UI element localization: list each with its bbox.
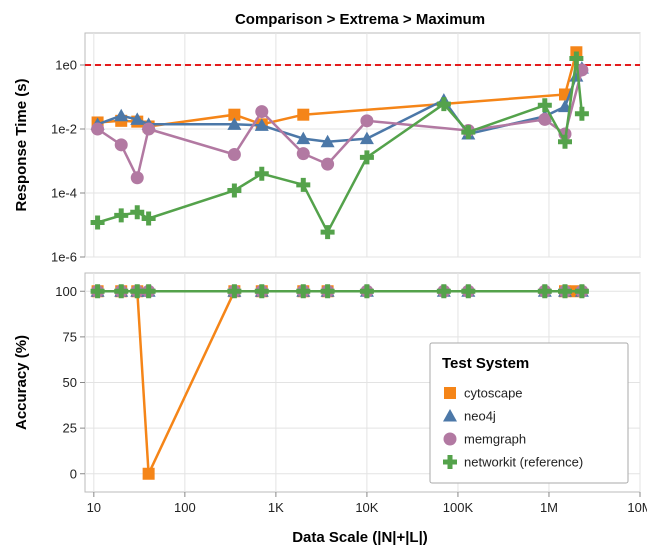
data-point [297, 108, 310, 121]
data-point [296, 147, 310, 161]
legend-label: memgraph [464, 432, 526, 447]
data-point [130, 284, 145, 299]
x-axis-title: Data Scale (|N|+|L|) [292, 529, 428, 546]
data-point [90, 284, 105, 299]
chart-title: Comparison > Extrema > Maximum [235, 11, 485, 28]
x-tick-label: 10M [627, 500, 647, 515]
data-point [320, 284, 335, 299]
legend-box [429, 342, 629, 484]
data-point [359, 284, 374, 299]
data-point [321, 157, 335, 171]
data-point [91, 122, 105, 136]
data-point [574, 106, 589, 121]
legend: Test System cytoscape neo4j memgraph network… [429, 342, 629, 484]
data-point [296, 177, 311, 192]
x-tick-label: 10K [355, 500, 378, 515]
data-point [461, 125, 476, 140]
data-point [296, 284, 311, 299]
y-tick-label: 75 [63, 329, 77, 344]
data-point [574, 284, 589, 299]
data-point [142, 467, 155, 480]
y-axis-title: Accuracy (%) [13, 335, 30, 430]
legend-marker [444, 387, 456, 399]
legend-marker [443, 409, 457, 422]
data-point [360, 114, 374, 128]
data-point [227, 147, 241, 161]
series-line [97, 67, 583, 143]
legend-label: neo4j [464, 409, 496, 424]
data-point [227, 284, 242, 299]
data-point [537, 284, 552, 299]
data-point [359, 150, 374, 165]
data-point [255, 105, 269, 119]
data-point [114, 108, 129, 122]
series-line [97, 51, 578, 128]
panel-accuracy: 10 100 1K 10K 100K 1M 10M 0 25 50 75 100 Accuracy (%… [13, 272, 647, 515]
data-point [296, 131, 311, 145]
data-point [359, 131, 374, 145]
data-point [130, 112, 145, 125]
legend-marker [443, 432, 457, 446]
panel-response: 1e-6 1e-4 1e-2 1e0 Response Time (s) [13, 32, 641, 265]
data-point [114, 208, 129, 223]
y-axis-title: Response Time (s) [13, 78, 30, 211]
series-line [97, 58, 584, 235]
data-point [254, 118, 269, 131]
series-networkit-reference- [90, 284, 589, 299]
data-point [557, 134, 572, 149]
data-point [436, 97, 451, 112]
x-tick-label: 1M [540, 500, 558, 515]
data-point [436, 284, 451, 299]
legend-title: Test System [442, 355, 529, 372]
data-point [114, 284, 129, 299]
data-point [227, 117, 242, 130]
data-point [114, 138, 128, 152]
x-tick-label: 10 [87, 500, 101, 515]
data-point [461, 284, 476, 299]
y-tick-label: 0 [70, 466, 77, 481]
data-point [130, 205, 145, 220]
y-tick-label: 1e0 [55, 58, 77, 73]
data-point [537, 98, 552, 113]
legend-marker [443, 455, 457, 469]
legend-label: cytoscape [464, 386, 523, 401]
y-tick-label: 1e-6 [51, 250, 77, 265]
data-point [569, 51, 584, 66]
data-point [228, 108, 241, 121]
data-point [90, 215, 105, 230]
y-tick-label: 100 [55, 284, 77, 299]
data-point [227, 183, 242, 198]
data-point [142, 122, 156, 136]
data-point [254, 284, 269, 299]
data-point [538, 112, 552, 126]
data-point [320, 134, 335, 148]
y-tick-label: 1e-4 [51, 186, 77, 201]
data-point [557, 284, 572, 299]
data-point [320, 225, 335, 240]
y-tick-label: 25 [63, 421, 77, 436]
data-point [141, 284, 156, 299]
y-tick-label: 50 [63, 375, 77, 390]
x-tick-label: 1K [268, 500, 284, 515]
y-tick-label: 1e-2 [51, 122, 77, 137]
data-point [130, 171, 144, 185]
legend-label: networkit (reference) [464, 455, 583, 470]
x-tick-label: 100K [443, 500, 474, 515]
x-tick-label: 100 [174, 500, 196, 515]
data-point [141, 211, 156, 226]
series-networkit-reference- [90, 51, 589, 240]
panel-frame [84, 32, 641, 258]
data-point [254, 166, 269, 181]
series-cytoscape [91, 46, 583, 133]
